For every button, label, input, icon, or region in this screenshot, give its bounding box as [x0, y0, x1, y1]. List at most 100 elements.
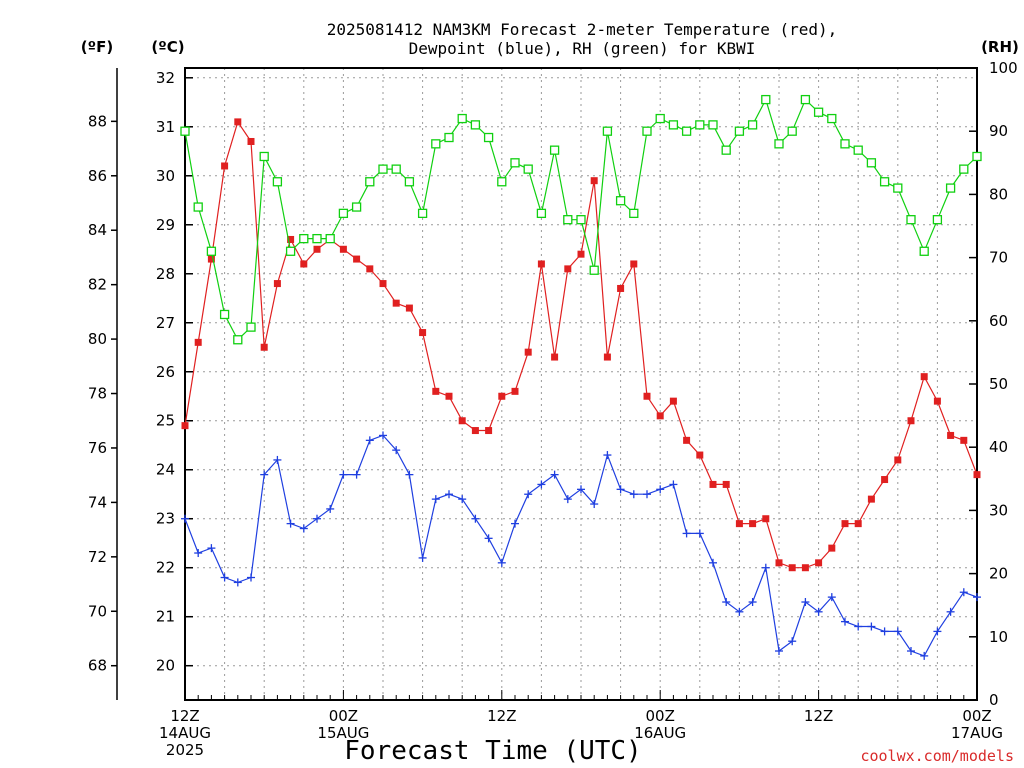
dewpoint-point	[445, 490, 453, 499]
rh-point	[391, 164, 401, 174]
rh-point	[813, 107, 824, 117]
temperature-point	[617, 284, 625, 292]
x-tick-label: 12Z	[487, 707, 516, 725]
fahrenheit-tick-label: 68	[88, 657, 107, 675]
temperature-point	[339, 245, 347, 253]
x-tick-label: 00Z	[646, 707, 675, 725]
dewpoint-point	[616, 485, 625, 494]
dewpoint-point	[524, 490, 533, 499]
temperature-point	[630, 260, 638, 268]
fahrenheit-tick-label: 82	[88, 276, 107, 294]
label-layer: 2025081412 NAM3KM Forecast 2-meter Tempe…	[81, 20, 1019, 766]
rh-point	[972, 151, 982, 162]
rh-point	[563, 215, 573, 225]
celsius-tick-label: 27	[156, 314, 175, 332]
temperature-point	[392, 299, 400, 307]
plot-frame	[184, 67, 978, 701]
x-tick-label: 14AUG	[159, 724, 211, 742]
rh-point	[615, 196, 626, 206]
series-dewpoint	[181, 431, 981, 660]
rh-point	[734, 126, 745, 136]
temperature-point	[379, 280, 387, 288]
fahrenheit-tick-label: 74	[88, 493, 107, 511]
temperature-point	[458, 417, 466, 425]
dewpoint-point	[695, 529, 704, 538]
dewpoint-point	[643, 490, 651, 499]
rh-tick-label: 100	[989, 59, 1018, 77]
rh-point	[747, 120, 758, 130]
dewpoint-point	[814, 607, 823, 616]
temperature-point	[313, 245, 321, 253]
celsius-tick-label: 24	[156, 461, 175, 479]
rh-point	[259, 151, 269, 162]
rh-point	[576, 215, 586, 225]
dewpoint-point	[484, 534, 493, 543]
dewpoint-point	[656, 485, 665, 494]
dewpoint-point	[709, 558, 717, 567]
temperature-point	[643, 392, 651, 400]
rh-point	[510, 158, 520, 168]
x-tick-label: 00Z	[962, 707, 991, 725]
temperature-point	[907, 417, 915, 425]
celsius-tick-label: 29	[156, 216, 175, 234]
x-tick-label: 16AUG	[634, 724, 686, 742]
temperature-point	[353, 255, 361, 263]
rh-point	[919, 246, 929, 256]
fahrenheit-tick-label: 84	[88, 221, 107, 239]
temperature-point	[788, 564, 796, 572]
temperature-point	[577, 250, 585, 258]
temperature-point	[815, 559, 823, 567]
dewpoint-point	[352, 470, 361, 479]
rh-point	[536, 208, 547, 219]
fahrenheit-tick-label: 72	[88, 548, 107, 566]
temperature-point	[287, 235, 295, 243]
rh-tick-label: 20	[989, 565, 1008, 583]
celsius-tick-label: 30	[156, 167, 175, 185]
celsius-axis-label: (ºC)	[151, 38, 184, 56]
x-tick-label: 17AUG	[951, 724, 1003, 742]
rh-point	[668, 120, 679, 130]
rh-point	[681, 126, 692, 136]
temperature-point	[920, 373, 928, 381]
rh-point	[417, 208, 428, 219]
dewpoint-point	[920, 651, 929, 660]
rh-point	[285, 246, 296, 256]
rh-point	[299, 233, 309, 244]
temperature-point	[841, 520, 849, 528]
temperature-point	[867, 495, 875, 503]
dewpoint-point	[207, 544, 216, 553]
dewpoint-point	[801, 598, 810, 607]
temperature-point	[801, 564, 809, 572]
series-layer	[180, 94, 982, 660]
rh-tick-label: 50	[989, 375, 1008, 393]
rh-tick-label: 60	[989, 312, 1008, 330]
temperature-point	[722, 480, 730, 488]
dewpoint-point	[590, 500, 599, 509]
rh-point	[497, 177, 507, 187]
rh-point	[272, 177, 283, 187]
temperature-point	[537, 260, 545, 268]
dewpoint-point	[959, 588, 968, 597]
rh-point	[840, 139, 850, 149]
dewpoint-point	[431, 495, 440, 504]
dewpoint-point	[286, 519, 295, 528]
dewpoint-point	[194, 549, 203, 558]
rh-point	[721, 145, 731, 155]
temperature-point	[960, 436, 968, 444]
rh-point	[365, 177, 375, 187]
dewpoint-point	[379, 431, 387, 440]
fahrenheit-axis-label: (ºF)	[81, 38, 113, 56]
temperature-point	[432, 387, 440, 395]
fahrenheit-tick-label: 70	[88, 602, 107, 620]
dewpoint-point	[577, 485, 585, 494]
chart-title-line-2: Dewpoint (blue), RH (green) for KBWI	[409, 39, 756, 58]
rh-point	[219, 309, 230, 320]
temperature-point	[419, 329, 427, 337]
temperature-point	[498, 392, 506, 400]
dewpoint-point	[497, 558, 506, 567]
dewpoint-point	[181, 514, 189, 523]
temperature-point	[564, 265, 572, 273]
dewpoint-point	[326, 504, 335, 513]
dewpoint-point	[458, 495, 467, 504]
